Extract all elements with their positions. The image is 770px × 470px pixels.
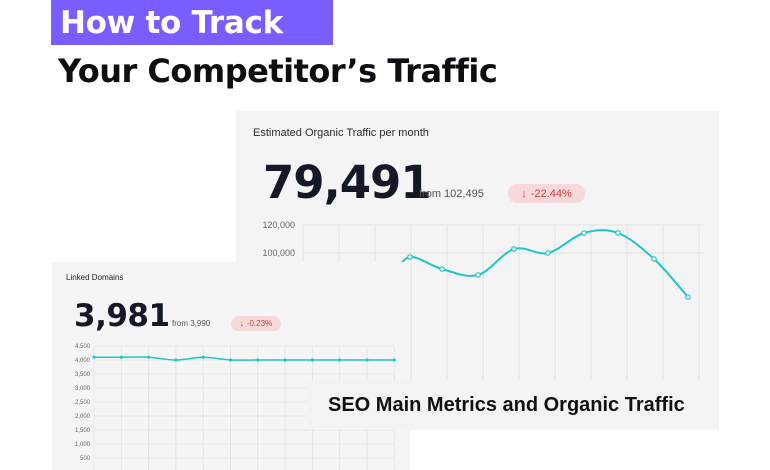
y-tick-label: 1,000: [75, 442, 91, 448]
data-point: [685, 294, 691, 300]
data-point: [615, 230, 621, 236]
headline-title: Your Competitor’s Traffic: [58, 52, 498, 90]
data-point: [439, 266, 445, 272]
traffic-from-value: from 102,495: [419, 188, 484, 200]
y-tick-label: 120,000: [262, 220, 295, 230]
y-tick-label: 2,000: [75, 414, 91, 420]
data-point: [365, 358, 369, 362]
data-point: [392, 358, 396, 362]
data-point: [228, 358, 233, 362]
data-point: [338, 358, 342, 362]
domains-change-badge: ↓ -0.23%: [231, 316, 281, 331]
traffic-change-badge: ↓ -22.44%: [508, 184, 585, 203]
data-point: [283, 358, 287, 362]
data-point: [256, 358, 260, 362]
y-tick-label: 2,500: [75, 400, 91, 406]
data-point: [581, 230, 587, 236]
domains-change-value: -0.23%: [246, 319, 273, 328]
domains-card-title: Linked Domains: [66, 273, 124, 282]
y-tick-label: 1,500: [75, 428, 91, 434]
data-point: [310, 358, 314, 362]
linked-domains-card: Linked Domains 3,981 from 3,990 ↓ -0.23%…: [52, 262, 410, 470]
data-point: [174, 358, 178, 362]
data-point: [119, 355, 123, 359]
y-tick-label: 3,000: [75, 386, 91, 392]
series-line: [393, 229, 689, 298]
data-point: [201, 355, 205, 359]
domains-chart: 4,500 4,000 3,500 3,000 2,500 2,000 1,500 1,000…: [75, 344, 396, 470]
traffic-card-title: Estimated Organic Traffic per month: [253, 127, 429, 139]
y-tick-label: 3,500: [75, 372, 91, 378]
headline-tag: How to Track: [51, 0, 333, 45]
caption-banner: SEO Main Metrics and Organic Traffic: [307, 381, 719, 430]
y-tick-label: 500: [80, 456, 91, 462]
series-line: [94, 356, 395, 361]
data-point: [511, 246, 517, 252]
y-tick-label: 4,000: [75, 358, 91, 364]
domains-from-value: from 3,990: [172, 319, 211, 328]
data-point: [545, 250, 551, 256]
data-point: [475, 272, 481, 278]
y-tick-label: 100,000: [262, 248, 295, 258]
arrow-down-icon: ↓: [239, 319, 244, 328]
data-point: [651, 256, 657, 262]
y-tick-label: 4,500: [75, 344, 91, 350]
traffic-value: 79,491: [263, 156, 432, 209]
data-point: [407, 254, 413, 260]
data-point: [147, 355, 151, 359]
traffic-change-value: -22.44%: [530, 187, 572, 200]
arrow-down-icon: ↓: [521, 187, 527, 200]
domains-value: 3,981: [74, 298, 170, 334]
data-point: [92, 355, 96, 359]
